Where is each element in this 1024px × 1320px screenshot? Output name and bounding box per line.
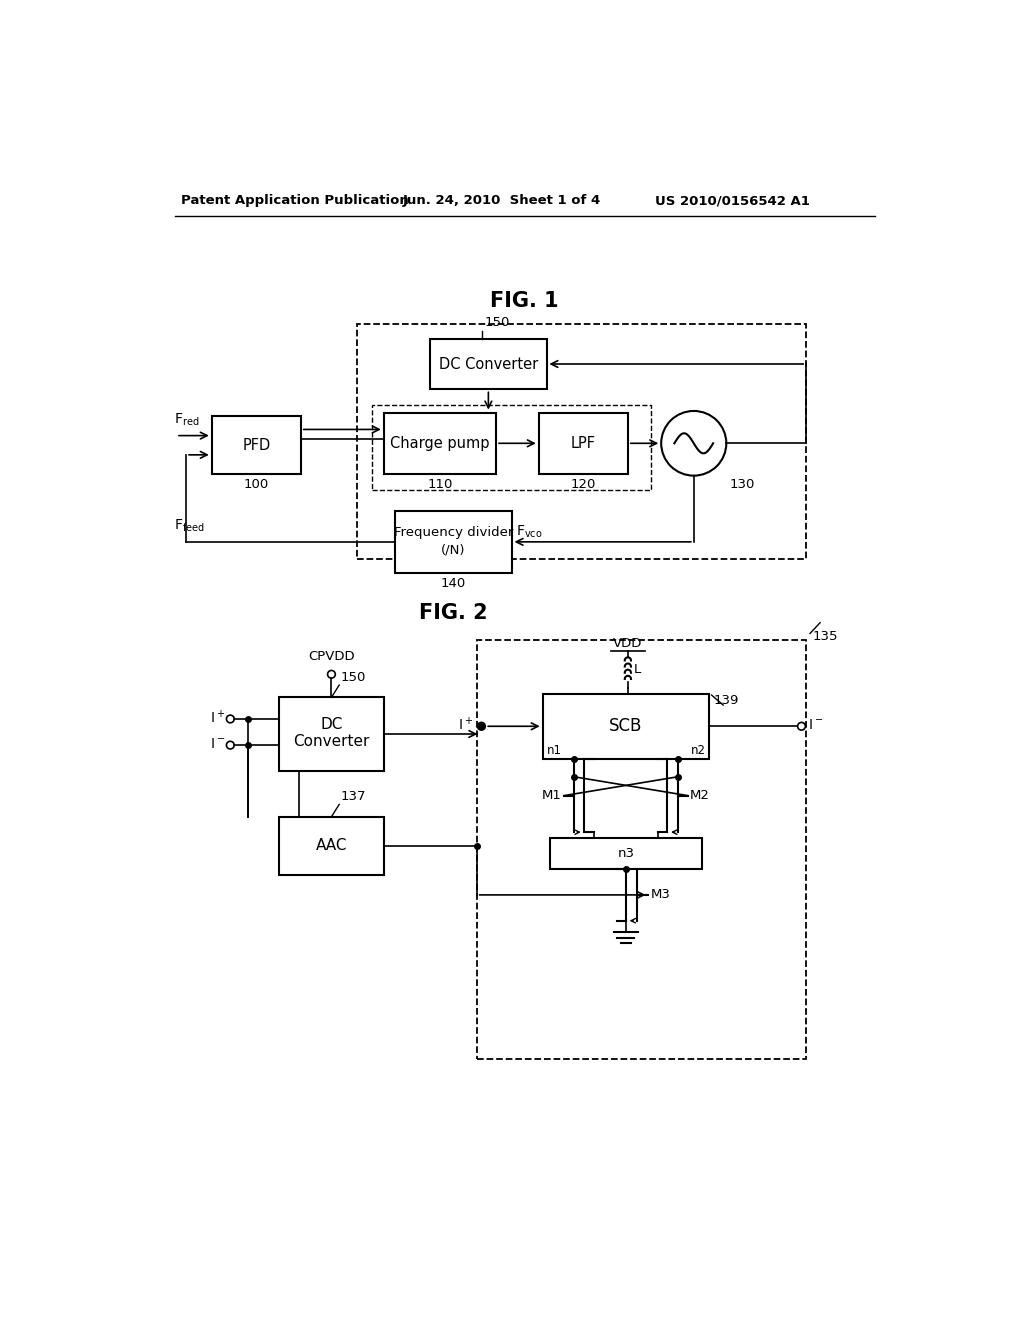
Text: LPF: LPF: [570, 436, 596, 451]
Text: n3: n3: [617, 847, 635, 861]
Bar: [395, 511, 512, 573]
Text: Converter: Converter: [293, 734, 370, 750]
Text: $\mathregular{F_{feed}}$: $\mathregular{F_{feed}}$: [174, 517, 205, 533]
Text: $\mathregular{I^+}$: $\mathregular{I^+}$: [210, 709, 225, 726]
Text: AAC: AAC: [315, 838, 347, 853]
Text: DC Converter: DC Converter: [438, 356, 538, 372]
Text: 110: 110: [427, 478, 453, 491]
Text: FIG. 2: FIG. 2: [419, 603, 487, 623]
Bar: [384, 413, 496, 474]
Text: $\mathregular{I^-}$: $\mathregular{I^-}$: [808, 718, 823, 731]
Bar: [539, 413, 628, 474]
Text: 130: 130: [729, 478, 755, 491]
Text: $\mathregular{F_{vco}}$: $\mathregular{F_{vco}}$: [515, 523, 542, 540]
Text: Jun. 24, 2010  Sheet 1 of 4: Jun. 24, 2010 Sheet 1 of 4: [403, 194, 601, 207]
Text: FIG. 1: FIG. 1: [490, 290, 559, 310]
Text: n2: n2: [690, 743, 706, 756]
Bar: [280, 697, 384, 771]
Bar: [372, 405, 651, 490]
Text: n1: n1: [547, 743, 561, 756]
Text: DC: DC: [321, 717, 343, 733]
Text: PFD: PFD: [242, 438, 270, 453]
Text: 139: 139: [713, 693, 738, 706]
Text: 100: 100: [244, 478, 269, 491]
Bar: [550, 838, 701, 869]
Text: 140: 140: [441, 577, 466, 590]
Text: $\mathregular{I^-}$: $\mathregular{I^-}$: [210, 737, 225, 751]
Text: CPVDD: CPVDD: [308, 649, 354, 663]
Text: US 2010/0156542 A1: US 2010/0156542 A1: [655, 194, 810, 207]
Text: Charge pump: Charge pump: [390, 436, 489, 451]
Text: 135: 135: [812, 631, 838, 643]
Bar: [543, 693, 710, 759]
Text: 150: 150: [484, 317, 510, 330]
Bar: [430, 339, 547, 389]
Text: 120: 120: [570, 478, 596, 491]
Text: Patent Application Publication: Patent Application Publication: [180, 194, 409, 207]
Text: 137: 137: [341, 789, 367, 803]
Bar: [280, 817, 384, 875]
Text: Frequency divider: Frequency divider: [394, 527, 513, 539]
Text: $\mathregular{I^+}$: $\mathregular{I^+}$: [458, 715, 473, 734]
Bar: [212, 416, 301, 474]
Text: L: L: [634, 663, 641, 676]
Text: 150: 150: [341, 671, 367, 684]
Text: M2: M2: [690, 789, 710, 803]
Bar: [477, 640, 806, 1059]
Text: SCB: SCB: [609, 717, 643, 735]
Bar: [356, 323, 806, 558]
Text: (/N): (/N): [441, 543, 466, 556]
Text: M3: M3: [650, 888, 671, 902]
Text: VDD: VDD: [613, 636, 643, 649]
Text: $\mathregular{F_{red}}$: $\mathregular{F_{red}}$: [174, 412, 200, 428]
Text: M1: M1: [542, 789, 562, 803]
